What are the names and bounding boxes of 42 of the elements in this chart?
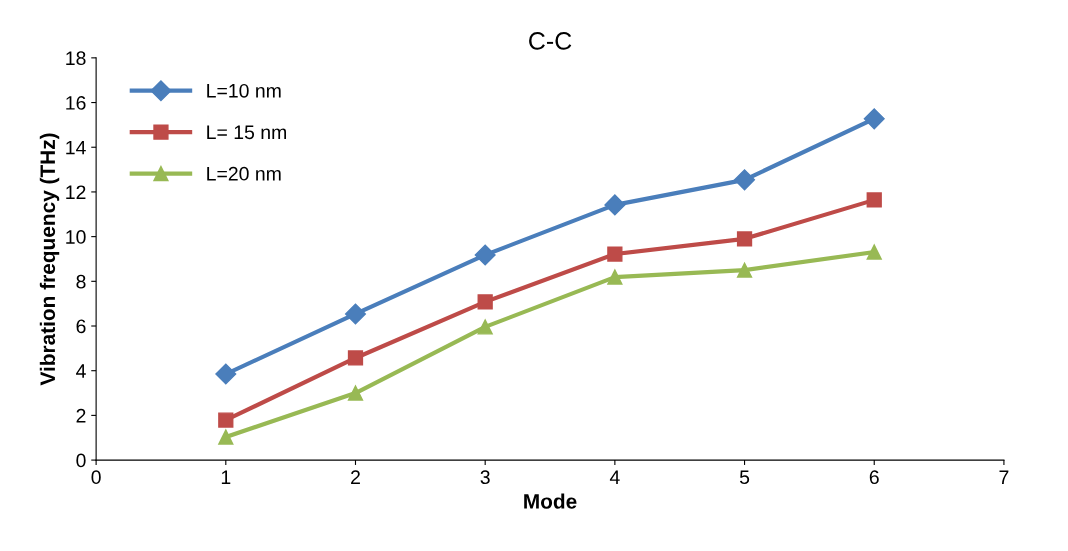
y-tick-label: 10 <box>66 230 86 244</box>
legend-label: L= 15 nm <box>207 125 286 140</box>
point <box>344 303 367 325</box>
point <box>347 350 364 366</box>
point <box>863 108 885 130</box>
point <box>477 319 493 335</box>
point <box>866 244 882 260</box>
point <box>736 262 753 278</box>
y-tick-label: 16 <box>66 96 86 110</box>
x-tick-label: 4 <box>609 470 620 484</box>
point <box>604 194 626 216</box>
point <box>218 412 234 428</box>
point <box>736 231 753 247</box>
y-tick-label: 14 <box>66 140 86 155</box>
x-tick-label: 2 <box>351 470 360 484</box>
y-tick-label: 12 <box>66 185 86 199</box>
x-tick-label: 6 <box>869 470 879 485</box>
point <box>734 169 756 191</box>
x-tick-label: 7 <box>999 470 1009 484</box>
x-tick-label: 1 <box>221 470 231 484</box>
point <box>607 246 623 262</box>
y-tick-label: 2 <box>76 408 86 423</box>
legend-label: L=10 nm <box>207 83 281 98</box>
point <box>347 385 364 401</box>
point <box>477 294 493 310</box>
point <box>607 269 623 285</box>
y-tick-label: 6 <box>76 319 86 334</box>
x-axis-title: Mode <box>524 493 577 509</box>
point <box>218 429 234 445</box>
point <box>474 244 496 266</box>
x-tick-label: 3 <box>480 470 490 485</box>
x-tick-label: 5 <box>739 470 750 485</box>
y-tick-label: 4 <box>76 364 86 378</box>
y-axis-title: Vibration frequency (THz) <box>39 133 60 386</box>
chart-title: C-C <box>529 32 572 50</box>
legend-label: L=20 nm <box>207 166 281 181</box>
y-tick-label: 8 <box>76 274 86 289</box>
point <box>215 363 237 385</box>
x-tick-label: 0 <box>91 470 101 485</box>
y-tick-label: 0 <box>76 453 86 468</box>
y-tick-label: 18 <box>66 51 86 66</box>
point <box>866 192 882 208</box>
